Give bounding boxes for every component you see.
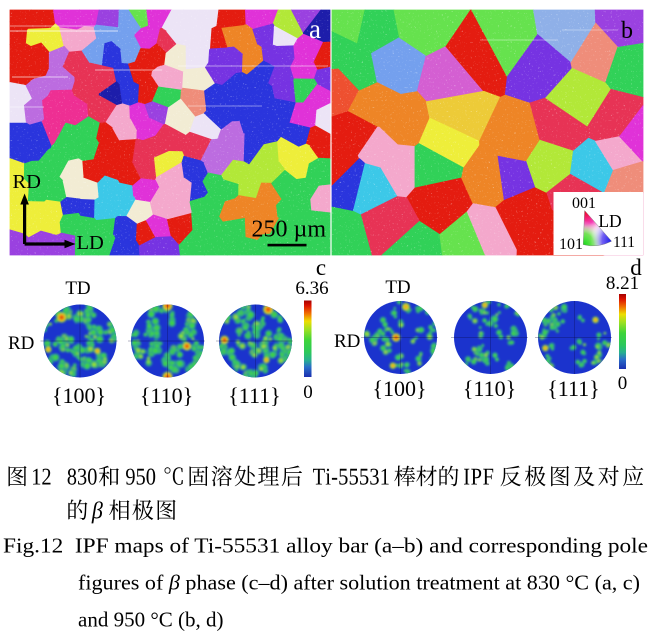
svg-text:6.36: 6.36 [295,278,328,299]
svg-text:{100}: {100} [372,376,426,401]
svg-text:001: 001 [572,195,596,212]
svg-text:and 950 °C (b, d): and 950 °C (b, d) [78,608,223,632]
svg-text:250 µm: 250 µm [252,217,327,243]
svg-text:figures of β phase (c–d) after: figures of β phase (c–d) after solution … [78,571,640,595]
svg-text:{111}: {111} [547,376,600,401]
svg-text:{110}: {110} [463,376,516,401]
svg-text:0: 0 [303,382,313,403]
svg-text:TD: TD [385,277,410,298]
svg-text:LD: LD [77,232,104,254]
svg-text:c: c [316,255,326,280]
svg-text:a: a [309,14,321,44]
svg-text:b: b [621,18,633,44]
svg-text:TD: TD [65,278,90,299]
svg-text:111: 111 [613,234,635,251]
svg-text:RD: RD [334,331,360,352]
svg-text:RD: RD [8,333,34,354]
svg-text:{110}: {110} [140,383,193,408]
svg-text:{111}: {111} [228,383,281,408]
svg-text:LD: LD [598,211,621,231]
svg-text:Fig.12 IPF maps of Ti-55531 al: Fig.12 IPF maps of Ti-55531 alloy bar (a… [3,534,648,558]
svg-text:RD: RD [13,171,41,193]
svg-text:0: 0 [618,373,628,394]
svg-text:d: d [630,255,642,280]
svg-text:101: 101 [559,236,583,253]
svg-text:{100}: {100} [52,383,106,408]
svg-text:8.21: 8.21 [606,273,639,294]
